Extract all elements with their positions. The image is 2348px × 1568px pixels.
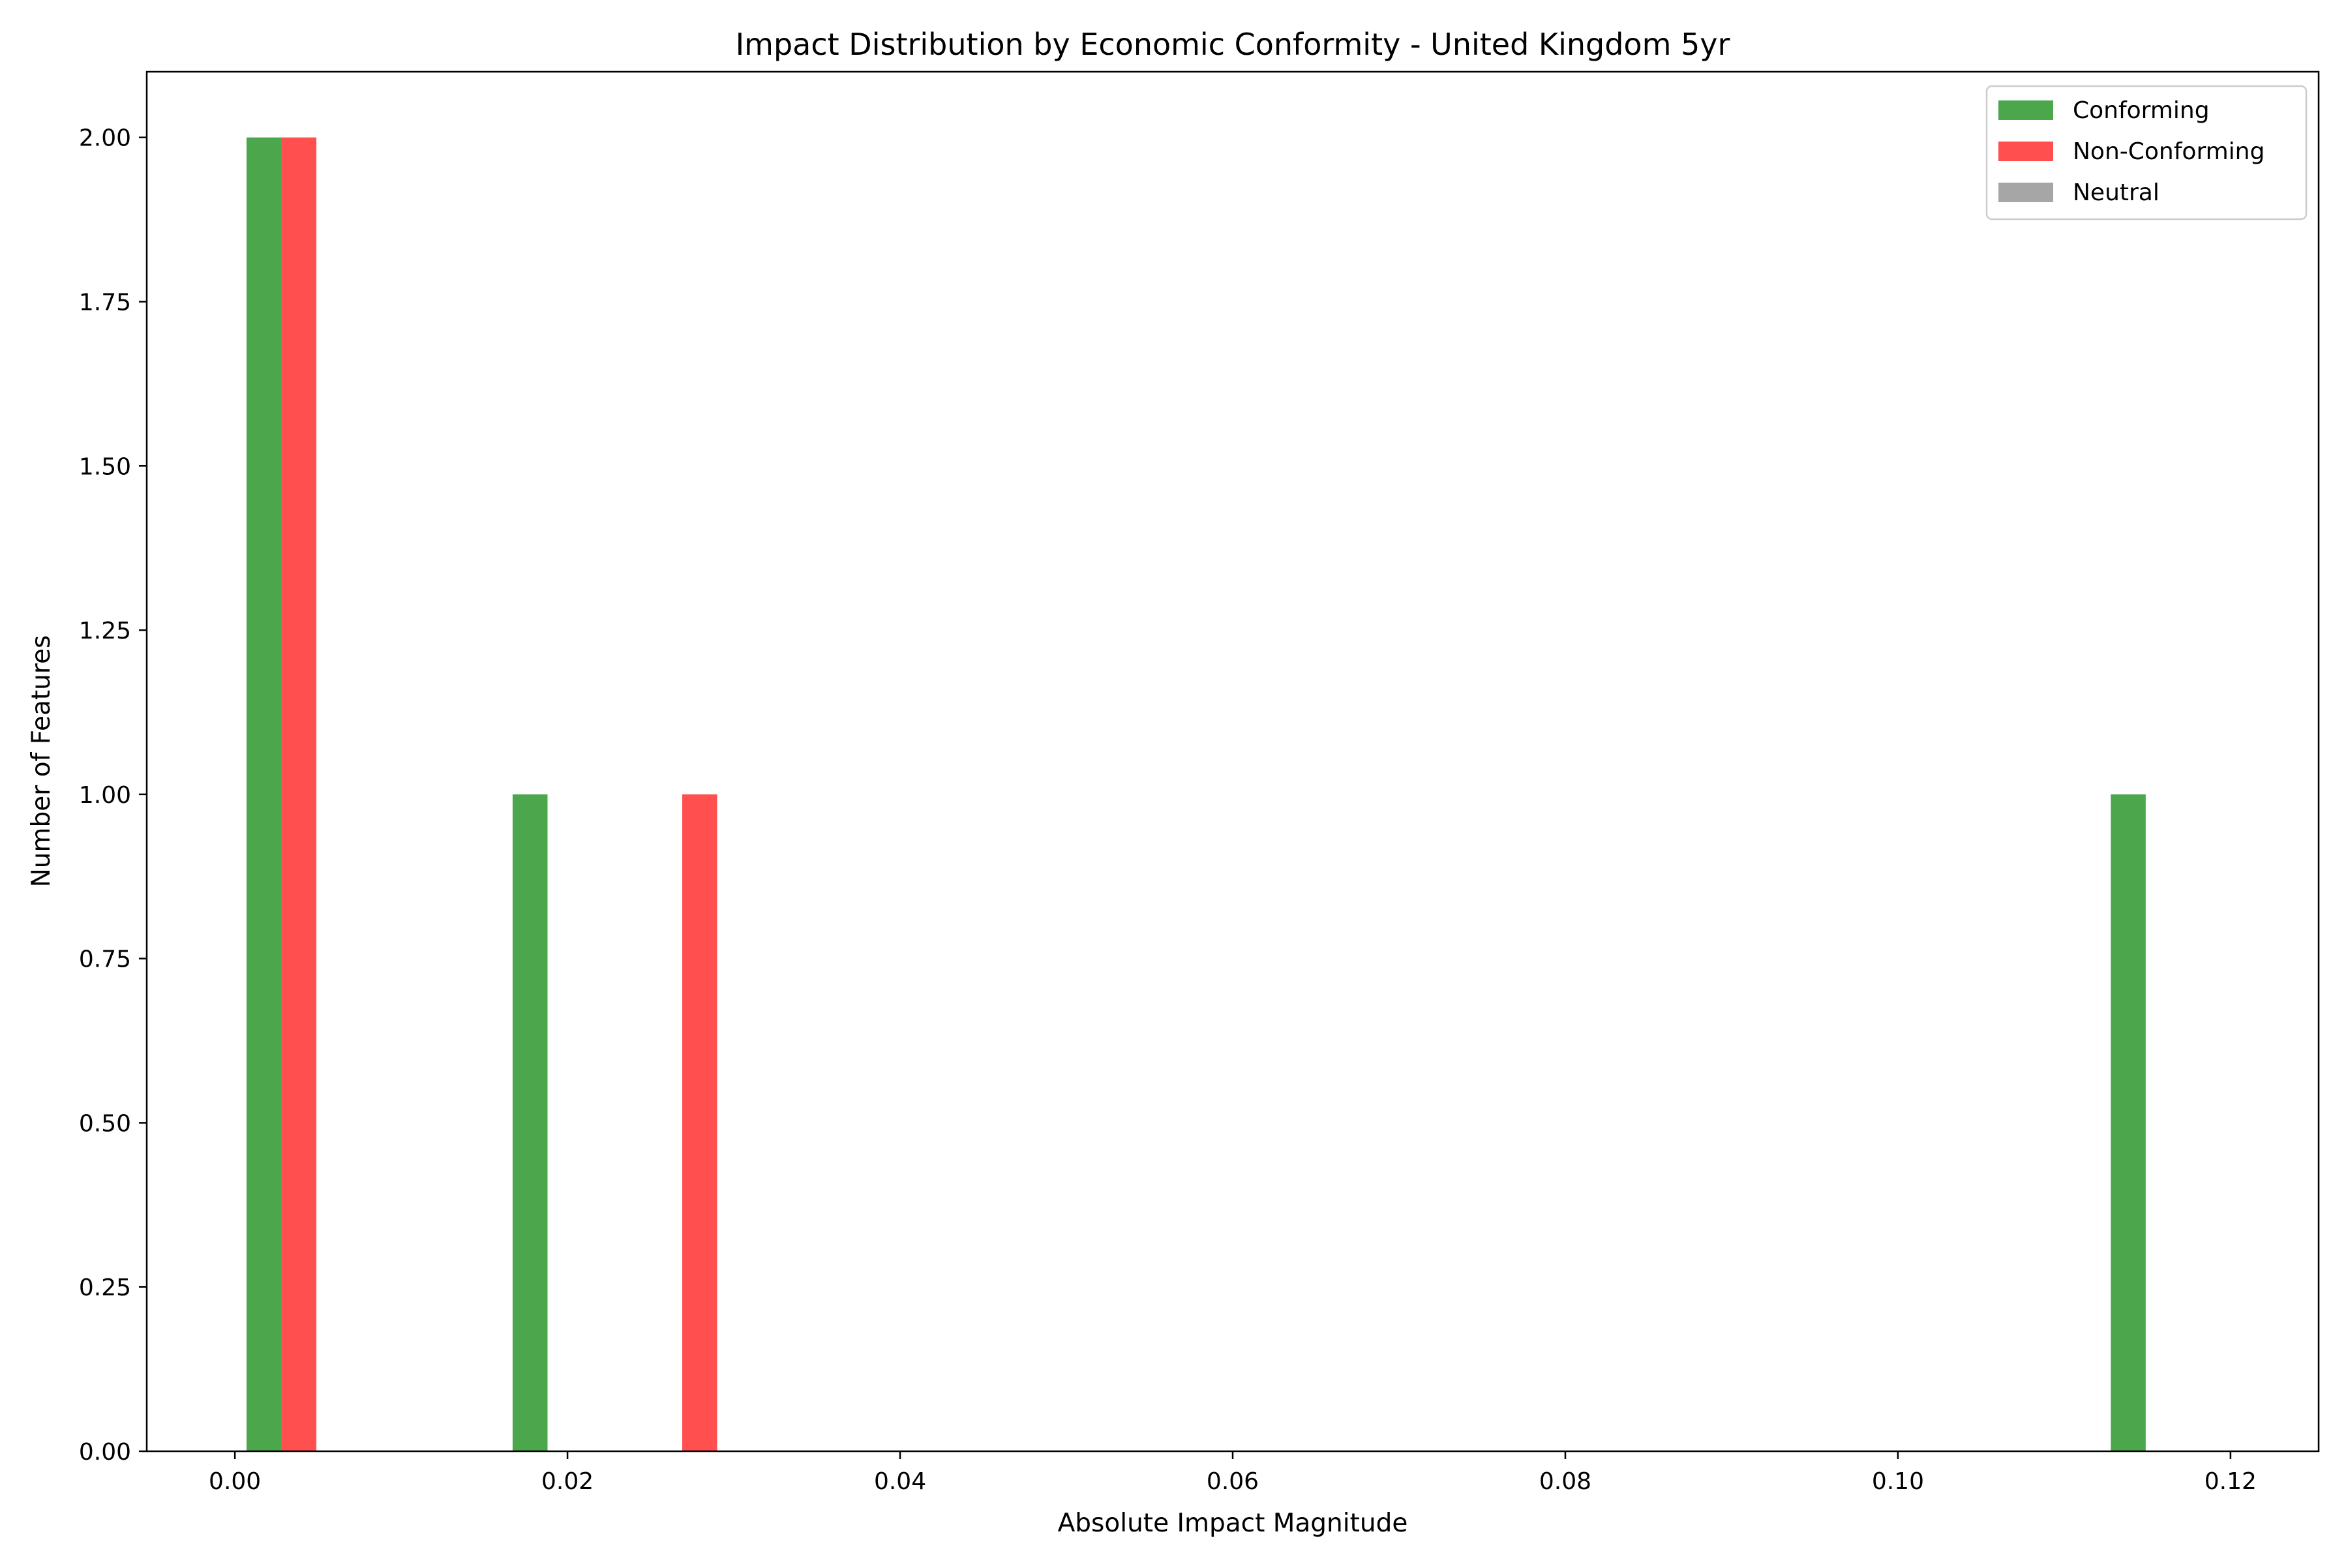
y-tick-label: 0.25: [79, 1274, 131, 1301]
legend-swatch-non-conforming: [1998, 142, 2053, 161]
legend-swatch-conforming: [1998, 100, 2053, 120]
y-tick-label: 0.00: [79, 1439, 131, 1466]
bar-conforming-0: [246, 137, 282, 1452]
bar-conforming-1: [512, 794, 548, 1451]
x-tick-label: 0.00: [209, 1468, 261, 1495]
x-tick-label: 0.10: [1872, 1468, 1924, 1495]
legend-swatch-neutral: [1998, 183, 2053, 202]
y-tick-label: 0.50: [79, 1110, 131, 1137]
x-axis-label: Absolute Impact Magnitude: [1058, 1509, 1408, 1538]
legend-label-non-conforming: Non-Conforming: [2073, 138, 2265, 165]
axes-layer: 0.00 0.02 0.04 0.06 0.08 0.10 0.12 0.00 0.25 0.50…: [79, 70, 2320, 1495]
bar-non-conforming-1: [682, 794, 717, 1451]
y-axis-label: Number of Features: [27, 635, 56, 888]
y-tick-label: 0.75: [79, 946, 131, 973]
y-tick-label: 2.00: [79, 125, 131, 152]
legend: Conforming Non-Conforming Neutral: [1985, 85, 2308, 220]
chart-title: Impact Distribution by Economic Conformi…: [736, 27, 1730, 62]
bar-non-conforming-0: [281, 137, 317, 1452]
legend-label-conforming: Conforming: [2073, 97, 2210, 124]
y-tick-label: 1.75: [79, 290, 131, 316]
legend-frame: [1985, 85, 2308, 220]
legend-label-neutral: Neutral: [2073, 179, 2160, 206]
x-tick-label: 0.12: [2205, 1468, 2257, 1495]
x-tick-label: 0.08: [1539, 1468, 1591, 1495]
x-tick-label: 0.04: [874, 1468, 926, 1495]
y-tick-label: 1.25: [79, 618, 131, 644]
x-tick-label: 0.02: [541, 1468, 594, 1495]
x-tick-label: 0.06: [1207, 1468, 1259, 1495]
y-tick-label: 1.00: [79, 782, 131, 809]
bars-layer: [246, 137, 2146, 1452]
bar-conforming-2: [2111, 794, 2146, 1451]
y-tick-label: 1.50: [79, 453, 131, 480]
